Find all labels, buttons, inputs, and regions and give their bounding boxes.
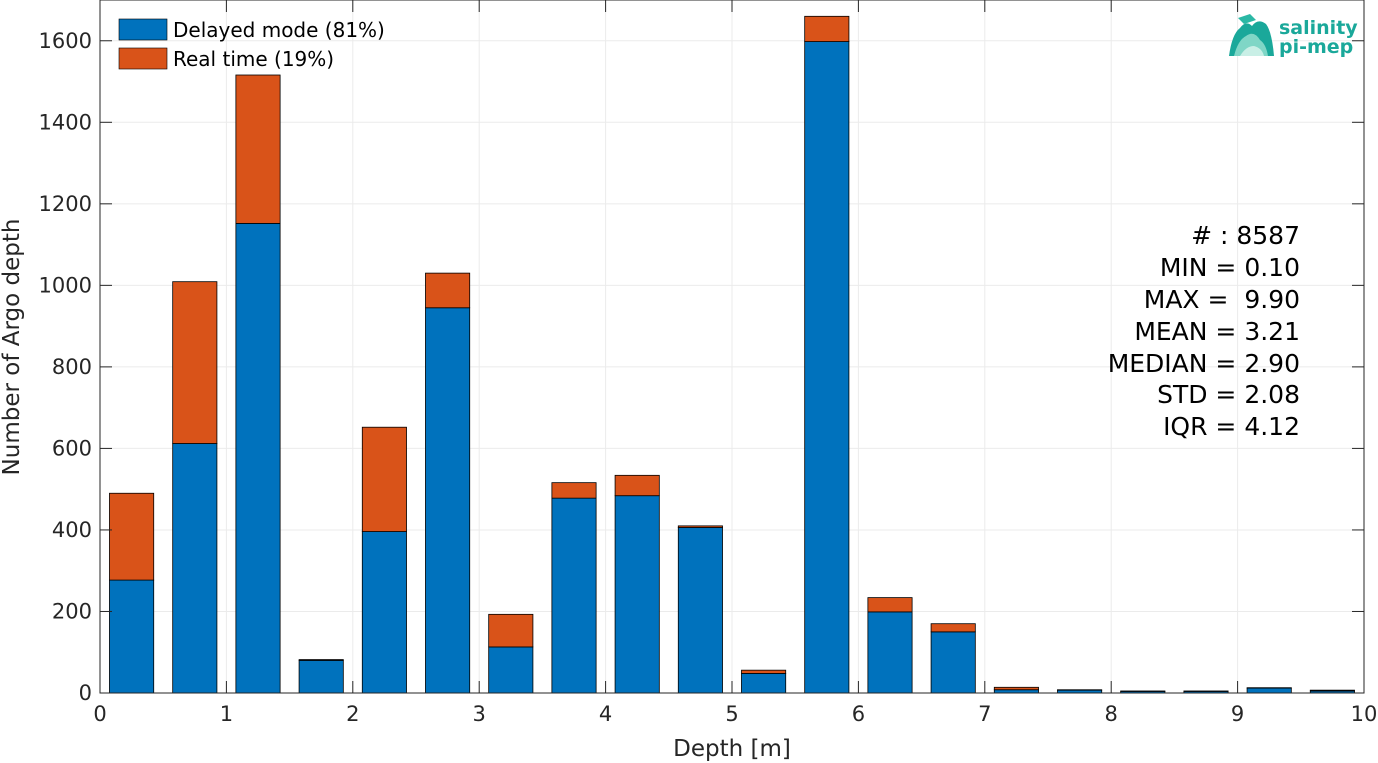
y-tick-label: 1000 [39, 273, 92, 297]
bar-delayed-mode [677, 527, 723, 694]
x-tick-label: 1 [220, 702, 233, 726]
legend-swatch-delayed [118, 18, 168, 41]
y-tick-label: 400 [52, 518, 92, 542]
bar-real-time [804, 15, 850, 42]
bars [109, 15, 1355, 694]
salinity-pimep-logo: salinity pi-mep [1229, 14, 1358, 58]
x-tick-label: 7 [978, 702, 991, 726]
axis-ticks: 0 1 2 3 4 5 6 7 8 9 10 0 200 400 600 800 1000 1200 1400 160… [39, 0, 1378, 726]
x-tick-label: 3 [473, 702, 486, 726]
bar-delayed-mode [425, 307, 471, 694]
stat-std: STD = 2.08 [1157, 380, 1300, 409]
stat-median: MEDIAN = 2.90 [1108, 349, 1300, 378]
x-tick-label: 4 [599, 702, 612, 726]
bar-delayed-mode [1246, 687, 1292, 694]
stat-iqr: IQR = 4.12 [1163, 412, 1300, 441]
stat-mean: MEAN = 3.21 [1134, 317, 1300, 346]
x-tick-label: 8 [1105, 702, 1118, 726]
bar-delayed-mode [804, 41, 850, 694]
bar-real-time [109, 492, 155, 581]
bar-delayed-mode [361, 531, 407, 694]
bar-real-time [867, 597, 913, 613]
bar-delayed-mode [172, 443, 218, 694]
bar-delayed-mode [867, 611, 913, 694]
bar-real-time [425, 272, 471, 309]
bar-real-time [930, 623, 976, 633]
bar-delayed-mode [930, 631, 976, 694]
bar-real-time [741, 669, 787, 674]
logo-text-salinity: salinity [1279, 17, 1358, 39]
bar-real-time [361, 426, 407, 532]
legend-label-realtime: Real time (19%) [173, 47, 334, 71]
y-tick-label: 800 [52, 355, 92, 379]
bar-delayed-mode [741, 673, 787, 694]
bar-real-time [551, 482, 597, 499]
legend-label-delayed: Delayed mode (81%) [173, 18, 385, 42]
wave-logo-icon [1229, 14, 1274, 56]
grid-lines [99, 0, 1365, 694]
bar-delayed-mode [551, 497, 597, 694]
statistics-box: # : 8587 MIN = 0.10 MAX = 9.90 MEAN = 3.… [1108, 221, 1300, 441]
y-tick-label: 200 [52, 599, 92, 623]
bar-delayed-mode [298, 659, 344, 694]
stat-min: MIN = 0.10 [1160, 253, 1300, 282]
x-tick-label: 0 [93, 702, 106, 726]
y-tick-label: 1600 [39, 29, 92, 53]
bar-real-time [298, 659, 344, 661]
x-tick-label: 2 [346, 702, 359, 726]
bar-real-time [172, 281, 218, 444]
bar-real-time [993, 686, 1039, 691]
bar-delayed-mode [614, 495, 660, 694]
bar-real-time [1309, 689, 1355, 692]
x-tick-label: 6 [852, 702, 865, 726]
logo-text-pimep: pi-mep [1279, 36, 1353, 58]
stat-count: # : 8587 [1191, 221, 1300, 250]
bar-delayed-mode [488, 646, 534, 694]
y-tick-label: 600 [52, 436, 92, 460]
legend: Delayed mode (81%) Real time (19%) [118, 18, 385, 71]
bar-real-time [235, 74, 281, 224]
x-tick-label: 5 [725, 702, 738, 726]
x-tick-label: 9 [1231, 702, 1244, 726]
bar-delayed-mode [109, 579, 155, 694]
bar-delayed-mode [235, 222, 281, 694]
x-axis-title: Depth [m] [673, 736, 791, 762]
stat-max: MAX = 9.90 [1144, 285, 1300, 314]
x-tick-label: 10 [1351, 702, 1378, 726]
legend-swatch-realtime [118, 47, 168, 70]
y-axis-title: Number of Argo depth [0, 219, 25, 476]
y-tick-label: 1400 [39, 110, 92, 134]
bar-real-time [614, 474, 660, 497]
y-tick-label: 1200 [39, 192, 92, 216]
y-tick-label: 0 [79, 681, 92, 705]
bar-real-time [488, 613, 534, 648]
bar-real-time [677, 525, 723, 528]
